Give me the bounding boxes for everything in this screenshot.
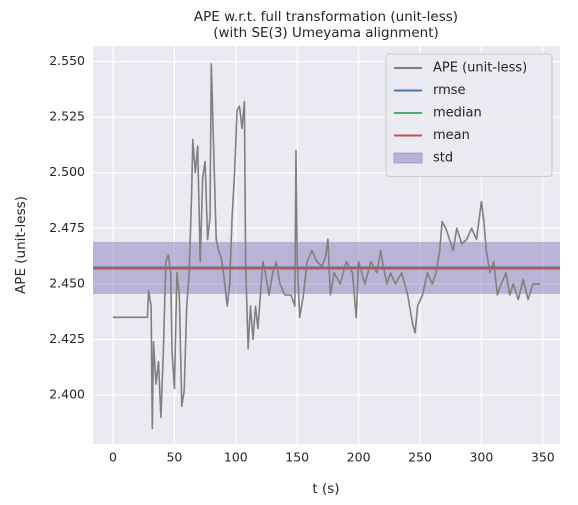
y-tick-label: 2.550	[49, 53, 85, 68]
x-axis-label: t (s)	[312, 481, 339, 497]
y-tick-label: 2.525	[49, 109, 85, 124]
chart-title: APE w.r.t. full transformation (unit-les…	[194, 9, 458, 25]
x-tick-label: 350	[531, 450, 555, 465]
legend-label: mean	[433, 128, 470, 143]
legend-label: rmse	[433, 83, 466, 98]
x-tick-label: 300	[469, 450, 493, 465]
y-tick-label: 2.425	[49, 331, 85, 346]
chart-subtitle: (with SE(3) Umeyama alignment)	[213, 25, 439, 41]
legend-box	[385, 53, 553, 177]
x-tick-label: 200	[347, 450, 371, 465]
legend-label: std	[433, 151, 453, 166]
legend-swatch	[393, 152, 423, 164]
legend-label: APE (unit-less)	[433, 61, 527, 76]
x-tick-label: 100	[224, 450, 248, 465]
y-tick-label: 2.475	[49, 220, 85, 235]
x-tick-label: 50	[166, 450, 182, 465]
x-tick-label: 0	[109, 450, 117, 465]
y-tick-label: 2.500	[49, 164, 85, 179]
legend-label: median	[433, 106, 482, 121]
y-tick-label: 2.450	[49, 275, 85, 290]
y-tick-label: 2.400	[49, 387, 85, 402]
legend: APE (unit-less) rmse median mean std	[385, 53, 553, 177]
x-tick-label: 250	[408, 450, 432, 465]
y-axis-label: APE (unit-less)	[13, 196, 29, 294]
x-tick-label: 150	[285, 450, 309, 465]
data-line	[113, 63, 541, 430]
